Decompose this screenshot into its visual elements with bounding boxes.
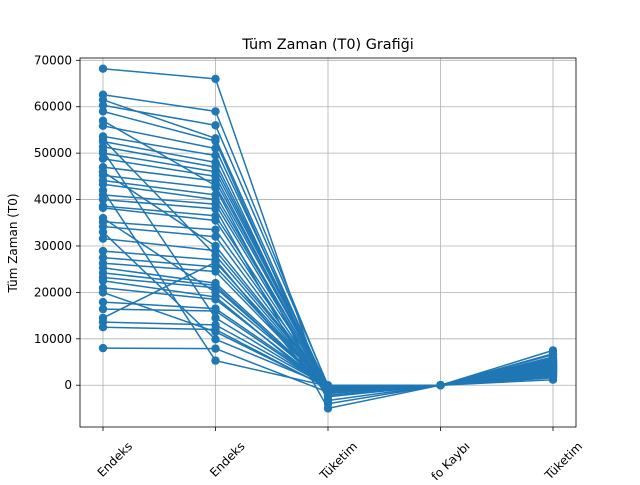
data-point	[98, 304, 108, 314]
data-point	[98, 313, 108, 323]
y-tick-label: 60000	[34, 100, 72, 114]
y-tick-label: 70000	[34, 53, 72, 67]
data-point	[211, 335, 220, 344]
data-point	[323, 404, 333, 413]
data-point	[211, 251, 220, 260]
data-point	[211, 225, 220, 234]
data-point	[98, 195, 108, 204]
data-point	[436, 381, 445, 390]
data-point	[211, 313, 220, 323]
series-layer	[98, 64, 558, 413]
plot-frame	[79, 57, 577, 428]
data-point	[211, 151, 220, 160]
data-point	[211, 241, 220, 251]
y-axis-label: Tüm Zaman (T0)	[6, 193, 20, 293]
data-point	[98, 288, 108, 297]
data-point	[211, 121, 220, 130]
data-point	[548, 366, 558, 375]
data-point	[211, 356, 220, 365]
data-point	[98, 234, 108, 243]
data-point	[98, 135, 108, 144]
data-point	[98, 146, 108, 155]
data-point	[98, 253, 108, 262]
data-point	[98, 246, 108, 256]
data-point	[323, 382, 333, 391]
data-point	[98, 276, 108, 285]
data-point	[98, 186, 108, 195]
y-tick-label: 50000	[34, 146, 72, 160]
data-point	[98, 297, 108, 307]
y-tick-label: 0	[64, 378, 72, 392]
data-point	[211, 344, 220, 353]
data-point	[211, 306, 220, 316]
data-point	[211, 136, 220, 146]
data-point	[98, 101, 108, 110]
data-point	[98, 116, 108, 125]
data-point	[211, 204, 220, 213]
y-tick-label: 40000	[34, 193, 72, 207]
data-point	[211, 327, 220, 336]
data-point	[211, 216, 220, 225]
data-point	[211, 181, 220, 190]
data-point	[98, 203, 108, 213]
data-point	[98, 64, 108, 73]
y-tick-label: 30000	[34, 239, 72, 253]
data-point	[98, 180, 108, 189]
data-point	[548, 358, 558, 367]
y-tick-label: 20000	[34, 285, 72, 299]
data-point	[98, 323, 108, 332]
data-point	[211, 288, 220, 297]
data-point	[98, 154, 108, 163]
data-point	[211, 74, 220, 84]
data-point	[98, 167, 108, 176]
data-point	[98, 343, 108, 353]
data-point	[211, 107, 220, 116]
data-point	[211, 232, 220, 241]
data-point	[98, 107, 108, 116]
y-tick-label: 10000	[34, 332, 72, 346]
data-point	[211, 144, 220, 153]
chart-title: Tüm Zaman (T0) Grafiği	[241, 37, 414, 53]
series	[98, 116, 558, 391]
data-point	[548, 349, 558, 358]
data-point	[98, 213, 108, 223]
data-point	[211, 258, 220, 267]
data-point	[211, 295, 220, 304]
data-point	[98, 227, 108, 237]
